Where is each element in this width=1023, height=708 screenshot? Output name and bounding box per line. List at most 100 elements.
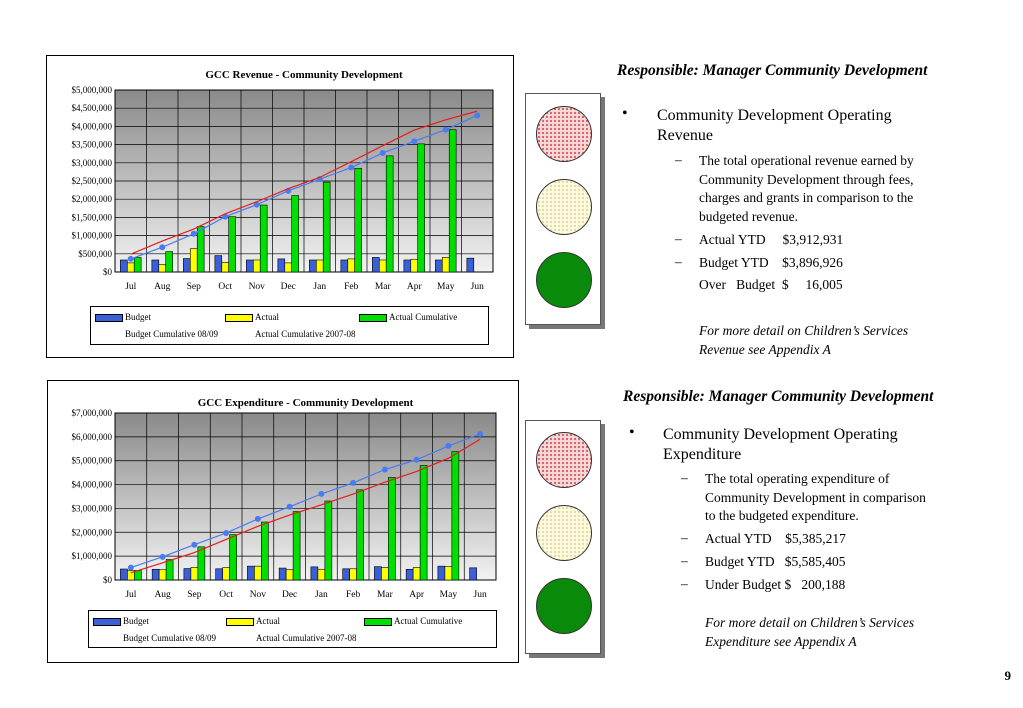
bar-actual-cumulative <box>197 546 206 581</box>
point-budget-cumulative-08-09 <box>474 112 481 119</box>
bar-budget <box>183 258 191 273</box>
bar-actual <box>317 568 326 581</box>
y-tick-label: $3,000,000 <box>72 158 113 168</box>
bar-budget <box>372 257 380 273</box>
green-light-icon <box>536 252 592 308</box>
x-tick-label: Jan <box>313 282 326 292</box>
bar-budget <box>151 259 160 273</box>
revenue-note: For more detail on Children’s Services R… <box>699 322 908 359</box>
expenditure-chart-legend: Budget Actual Actual Cumulative Budget C… <box>88 610 497 648</box>
bar-actual-cumulative <box>291 195 299 273</box>
x-tick-label: Oct <box>218 282 232 292</box>
amber-light-icon <box>536 505 592 561</box>
bar-actual <box>284 262 293 273</box>
x-tick-label: May <box>440 590 458 600</box>
point-budget-cumulative-08-09 <box>127 255 134 262</box>
y-tick-label: $0 <box>103 575 113 585</box>
point-budget-cumulative-08-09 <box>477 430 484 437</box>
red-light-icon <box>536 106 592 162</box>
bar-actual <box>158 569 167 581</box>
point-budget-cumulative-08-09 <box>411 138 418 145</box>
point-budget-cumulative-08-09 <box>379 149 386 156</box>
bar-actual <box>347 258 356 273</box>
line-actual-cumulative-2007-08 <box>130 110 478 255</box>
dash: – <box>675 231 682 246</box>
point-budget-cumulative-08-09 <box>318 490 325 497</box>
dash: – <box>681 530 688 545</box>
x-tick-label: Aug <box>154 590 171 600</box>
revenue-chart: GCC Revenue - Community Development $0 $50… <box>46 55 514 358</box>
x-tick-label: Feb <box>346 590 361 600</box>
point-budget-cumulative-08-09 <box>350 479 357 486</box>
bar-actual-cumulative <box>292 511 301 581</box>
dash: – <box>675 152 682 167</box>
point-budget-cumulative-08-09 <box>445 442 452 449</box>
point-budget-cumulative-08-09 <box>190 230 197 237</box>
y-tick-label: $2,500,000 <box>72 176 113 186</box>
bar-budget <box>120 259 128 273</box>
bar-budget <box>214 255 223 273</box>
expenditure-heading-line1: Community Development Operating <box>663 426 898 443</box>
bar-actual <box>285 569 294 581</box>
bar-budget <box>151 568 160 581</box>
bar-actual <box>410 258 419 273</box>
note-line: Expenditure see Appendix A <box>705 633 857 649</box>
bar-budget <box>374 566 382 581</box>
note-line: Revenue see Appendix A <box>699 341 831 357</box>
x-tick-label: Sep <box>187 590 202 600</box>
x-tick-label: Sep <box>187 282 202 292</box>
desc-line: to the budgeted expenditure. <box>705 508 859 523</box>
y-tick-label: $1,000,000 <box>72 551 113 561</box>
bar-actual-cumulative <box>133 257 142 273</box>
x-tick-label: Mar <box>375 282 392 292</box>
bar-actual-cumulative <box>385 155 394 273</box>
line-budget-cumulative-08-09 <box>130 433 481 569</box>
x-tick-label: Dec <box>281 282 296 292</box>
point-budget-cumulative-08-09 <box>348 164 355 171</box>
bar-budget <box>278 567 287 581</box>
point-budget-cumulative-08-09 <box>223 530 230 537</box>
bar-budget <box>277 258 286 273</box>
desc-line: charges and grants in comparison to the <box>699 190 914 205</box>
y-tick-label: $5,000,000 <box>72 456 113 466</box>
x-tick-label: Oct <box>219 590 233 600</box>
bar-actual-cumulative <box>451 451 460 581</box>
point-budget-cumulative-08-09 <box>254 515 261 522</box>
bar-budget <box>310 566 319 581</box>
expenditure-traffic-light <box>525 420 601 654</box>
bullet: • <box>629 424 635 441</box>
x-tick-label: Jun <box>474 590 487 600</box>
point-budget-cumulative-08-09 <box>159 553 166 560</box>
red-light-icon <box>536 432 592 488</box>
y-tick-label: $2,000,000 <box>72 527 113 537</box>
desc-line: Community Development in comparison <box>705 489 926 505</box>
x-tick-label: Jun <box>471 282 484 292</box>
x-tick-label: Jan <box>315 590 328 600</box>
bar-actual-cumulative <box>259 204 268 273</box>
bar-actual <box>412 567 421 581</box>
bar-budget <box>469 567 477 581</box>
expenditure-heading: Community Development Operating Expendit… <box>663 425 898 465</box>
bar-budget <box>403 259 412 273</box>
y-tick-label: $2,000,000 <box>72 194 113 204</box>
chart-title: GCC Revenue - Community Development <box>205 69 403 81</box>
point-budget-cumulative-08-09 <box>413 456 420 463</box>
chart-title: GCC Expenditure - Community Development <box>198 397 414 409</box>
desc-line: The total operational revenue earned by <box>699 153 914 168</box>
x-tick-label: Aug <box>154 282 171 292</box>
bar-actual-cumulative <box>228 216 236 273</box>
dash: – <box>681 553 688 568</box>
expenditure-budget-ytd: Budget YTD $5,585,405 <box>705 554 846 569</box>
bar-budget <box>183 568 192 581</box>
bar-actual-cumulative <box>196 226 205 273</box>
y-tick-label: $500,000 <box>78 249 112 259</box>
x-tick-label: Jul <box>125 590 136 600</box>
y-tick-label: $3,000,000 <box>72 503 113 513</box>
y-tick-label: $4,500,000 <box>72 103 113 113</box>
bar-budget <box>246 259 254 273</box>
revenue-over-budget: Over Budget $ 16,005 <box>699 277 843 292</box>
bar-actual <box>444 566 453 581</box>
bar-actual <box>190 567 199 581</box>
expenditure-responsible: Responsible: Manager Community Developme… <box>623 388 934 405</box>
x-tick-label: May <box>437 282 455 292</box>
